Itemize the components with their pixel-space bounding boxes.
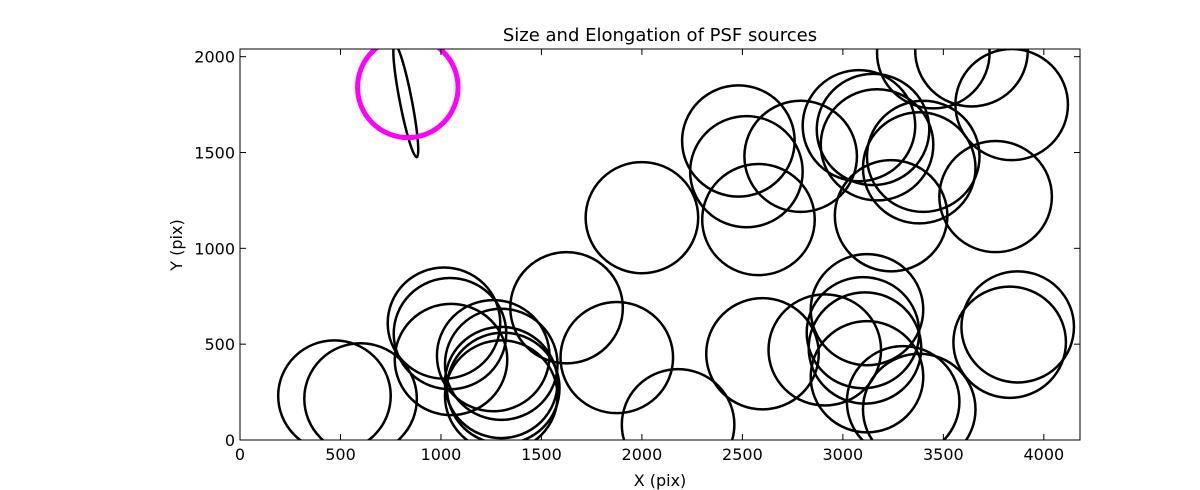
psf-source-ellipse-18 — [700, 162, 816, 277]
psf-source-ellipse-30 — [845, 344, 961, 440]
psf-source-ellipse-13 — [559, 300, 675, 415]
psf-source-ellipse-6 — [393, 302, 509, 417]
psf-source-ellipse-24 — [819, 88, 935, 202]
y-tick-label: 1000 — [194, 239, 235, 258]
x-tick-label: 500 — [325, 445, 356, 464]
y-tick-label: 0 — [225, 431, 235, 450]
psf-source-ellipse-9 — [443, 325, 559, 440]
psf-source-ellipse-31 — [861, 352, 977, 440]
x-axis-label: X (pix) — [634, 471, 687, 490]
psf-source-ellipse-12 — [509, 250, 625, 365]
psf-source-ellipse-32 — [865, 99, 981, 214]
psf-source-ellipse-10 — [445, 331, 561, 440]
chart-title: Size and Elongation of PSF sources — [503, 25, 817, 46]
x-tick-label: 1500 — [521, 445, 562, 464]
x-tick-label: 4000 — [1023, 445, 1064, 464]
y-tick-label: 2000 — [194, 48, 235, 67]
psf-source-ellipse-8 — [443, 307, 559, 422]
plot-area — [240, 49, 1080, 440]
psf-source-ellipse-39 — [960, 270, 1076, 384]
y-tick-label: 500 — [204, 335, 235, 354]
x-tick-label: 1000 — [421, 445, 462, 464]
psf-source-ellipse-17 — [688, 114, 804, 229]
y-axis-label: Y (pix) — [167, 219, 186, 271]
psf-source-ellipse-23 — [815, 72, 931, 187]
plot-marks — [276, 49, 1076, 440]
psf-source-ellipse-22 — [801, 68, 917, 183]
psf-source-ellipse-15 — [620, 367, 736, 440]
psf-source-ellipse-20 — [743, 99, 859, 214]
psf-source-ellipse-11 — [443, 339, 559, 440]
highlight-circle — [355, 49, 461, 141]
psf-source-ellipse-3 — [303, 341, 419, 440]
axis-ticks: 0 500 1000 1500 2000 2500 3000 3500 4000 0 500 1000… — [194, 48, 1080, 464]
psf-source-ellipse-1 — [392, 49, 420, 159]
x-tick-label: 2000 — [622, 445, 663, 464]
psf-source-ellipse-14 — [584, 160, 700, 275]
plot-frame — [239, 48, 1081, 441]
x-tick-label: 3500 — [923, 445, 964, 464]
psf-source-ellipse-36 — [938, 139, 1054, 254]
psf-source-ellipse-19 — [704, 296, 821, 411]
x-tick-label: 0 — [235, 445, 245, 464]
psf-source-ellipse-33 — [861, 111, 977, 225]
psf-source-ellipse-2 — [276, 339, 392, 440]
y-tick-label: 1500 — [194, 144, 235, 163]
psf-source-ellipse-38 — [952, 285, 1068, 400]
x-tick-label: 2500 — [722, 445, 763, 464]
x-tick-label: 3000 — [823, 445, 864, 464]
